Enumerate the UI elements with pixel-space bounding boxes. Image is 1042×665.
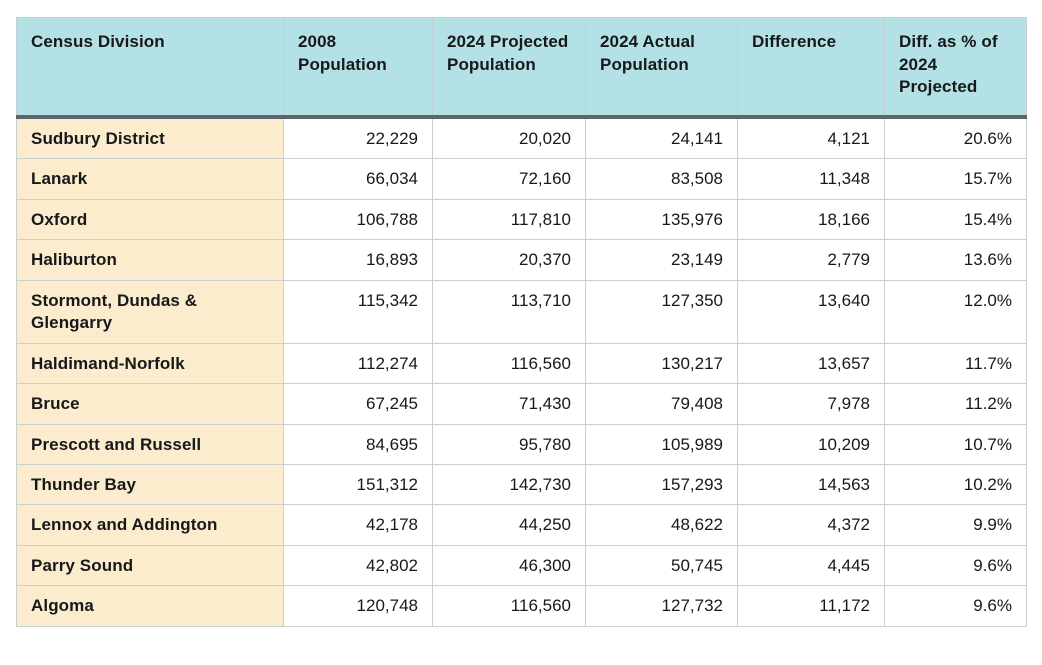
cell-census-division: Haldimand-Norfolk <box>16 342 284 385</box>
table-row: Sudbury District 22,229 20,020 24,141 4,121 2… <box>16 116 1027 160</box>
population-table: Census Division 2008 Population 2024 Pro… <box>16 17 1027 627</box>
cell-diff_pct: 11.7% <box>884 342 1027 385</box>
cell-actual_2024: 130,217 <box>585 342 738 385</box>
table-row: Haldimand-Norfolk 112,274 116,560 130,217 13… <box>16 342 1027 385</box>
cell-actual_2024: 135,976 <box>585 198 738 241</box>
table-row: Lennox and Addington 42,178 44,250 48,622 4,… <box>16 504 1027 546</box>
cell-actual_2024: 127,350 <box>585 279 738 344</box>
table-row: Lanark 66,034 72,160 83,508 11,348 15.7% <box>16 158 1027 200</box>
cell-census-division: Haliburton <box>16 239 284 281</box>
cell-difference: 4,445 <box>737 544 885 587</box>
cell-difference: 4,372 <box>737 504 885 546</box>
cell-difference: 18,166 <box>737 198 885 241</box>
cell-census-division: Algoma <box>16 585 284 627</box>
cell-pop_2008: 42,178 <box>283 504 433 546</box>
cell-pop_2008: 115,342 <box>283 279 433 344</box>
cell-diff_pct: 9.9% <box>884 504 1027 546</box>
cell-projected_2024: 95,780 <box>432 423 586 465</box>
cell-census-division: Lanark <box>16 158 284 200</box>
cell-diff_pct: 13.6% <box>884 239 1027 281</box>
table-row: Prescott and Russell 84,695 95,780 105,989 1… <box>16 423 1027 465</box>
cell-pop_2008: 112,274 <box>283 342 433 385</box>
cell-pop_2008: 42,802 <box>283 544 433 587</box>
cell-census-division: Oxford <box>16 198 284 241</box>
cell-census-division: Sudbury District <box>16 116 284 160</box>
table-row: Bruce 67,245 71,430 79,408 7,978 11.2% <box>16 383 1027 425</box>
cell-pop_2008: 66,034 <box>283 158 433 200</box>
table-body: Sudbury District 22,229 20,020 24,141 4,121 2… <box>16 116 1027 627</box>
cell-actual_2024: 83,508 <box>585 158 738 200</box>
cell-projected_2024: 113,710 <box>432 279 586 344</box>
cell-actual_2024: 79,408 <box>585 383 738 425</box>
column-header-census-division: Census Division <box>16 17 284 119</box>
cell-difference: 13,657 <box>737 342 885 385</box>
cell-pop_2008: 22,229 <box>283 116 433 160</box>
cell-projected_2024: 142,730 <box>432 463 586 506</box>
cell-actual_2024: 24,141 <box>585 116 738 160</box>
cell-census-division: Bruce <box>16 383 284 425</box>
cell-pop_2008: 16,893 <box>283 239 433 281</box>
table-row: Haliburton 16,893 20,370 23,149 2,779 13.6% <box>16 239 1027 281</box>
cell-pop_2008: 151,312 <box>283 463 433 506</box>
cell-projected_2024: 72,160 <box>432 158 586 200</box>
cell-diff_pct: 10.2% <box>884 463 1027 506</box>
column-header-2024-actual-population: 2024 Actual Population <box>585 17 738 119</box>
cell-diff_pct: 12.0% <box>884 279 1027 344</box>
cell-actual_2024: 50,745 <box>585 544 738 587</box>
cell-difference: 2,779 <box>737 239 885 281</box>
column-header-diff-as-pct-of-2024-projected: Diff. as % of 2024 Projected <box>884 17 1027 119</box>
cell-diff_pct: 10.7% <box>884 423 1027 465</box>
cell-pop_2008: 67,245 <box>283 383 433 425</box>
header-row: Census Division 2008 Population 2024 Pro… <box>16 17 1027 119</box>
column-header-2008-population: 2008 Population <box>283 17 433 119</box>
cell-diff_pct: 11.2% <box>884 383 1027 425</box>
column-header-difference: Difference <box>737 17 885 119</box>
cell-diff_pct: 20.6% <box>884 116 1027 160</box>
cell-difference: 10,209 <box>737 423 885 465</box>
cell-projected_2024: 20,020 <box>432 116 586 160</box>
cell-projected_2024: 20,370 <box>432 239 586 281</box>
cell-pop_2008: 84,695 <box>283 423 433 465</box>
cell-diff_pct: 9.6% <box>884 544 1027 587</box>
cell-census-division: Parry Sound <box>16 544 284 587</box>
cell-census-division: Prescott and Russell <box>16 423 284 465</box>
cell-actual_2024: 48,622 <box>585 504 738 546</box>
table-row: Stormont, Dundas & Glengarry 115,342 113,7… <box>16 279 1027 344</box>
cell-diff_pct: 9.6% <box>884 585 1027 627</box>
cell-actual_2024: 157,293 <box>585 463 738 506</box>
cell-difference: 14,563 <box>737 463 885 506</box>
cell-diff_pct: 15.4% <box>884 198 1027 241</box>
cell-pop_2008: 106,788 <box>283 198 433 241</box>
cell-projected_2024: 44,250 <box>432 504 586 546</box>
cell-projected_2024: 71,430 <box>432 383 586 425</box>
cell-actual_2024: 127,732 <box>585 585 738 627</box>
table-row: Oxford 106,788 117,810 135,976 18,166 15.4% <box>16 198 1027 241</box>
cell-actual_2024: 105,989 <box>585 423 738 465</box>
cell-difference: 11,172 <box>737 585 885 627</box>
cell-census-division: Stormont, Dundas & Glengarry <box>16 279 284 344</box>
column-header-2024-projected-population: 2024 Projected Population <box>432 17 586 119</box>
cell-difference: 7,978 <box>737 383 885 425</box>
cell-actual_2024: 23,149 <box>585 239 738 281</box>
cell-projected_2024: 116,560 <box>432 585 586 627</box>
cell-diff_pct: 15.7% <box>884 158 1027 200</box>
cell-difference: 4,121 <box>737 116 885 160</box>
cell-projected_2024: 116,560 <box>432 342 586 385</box>
cell-difference: 13,640 <box>737 279 885 344</box>
cell-census-division: Thunder Bay <box>16 463 284 506</box>
cell-pop_2008: 120,748 <box>283 585 433 627</box>
cell-projected_2024: 46,300 <box>432 544 586 587</box>
table-row: Thunder Bay 151,312 142,730 157,293 14,563 10… <box>16 463 1027 506</box>
table-row: Algoma 120,748 116,560 127,732 11,172 9.6% <box>16 585 1027 627</box>
cell-difference: 11,348 <box>737 158 885 200</box>
table-header: Census Division 2008 Population 2024 Pro… <box>16 17 1027 119</box>
table-row: Parry Sound 42,802 46,300 50,745 4,445 9.6% <box>16 544 1027 587</box>
cell-projected_2024: 117,810 <box>432 198 586 241</box>
cell-census-division: Lennox and Addington <box>16 504 284 546</box>
